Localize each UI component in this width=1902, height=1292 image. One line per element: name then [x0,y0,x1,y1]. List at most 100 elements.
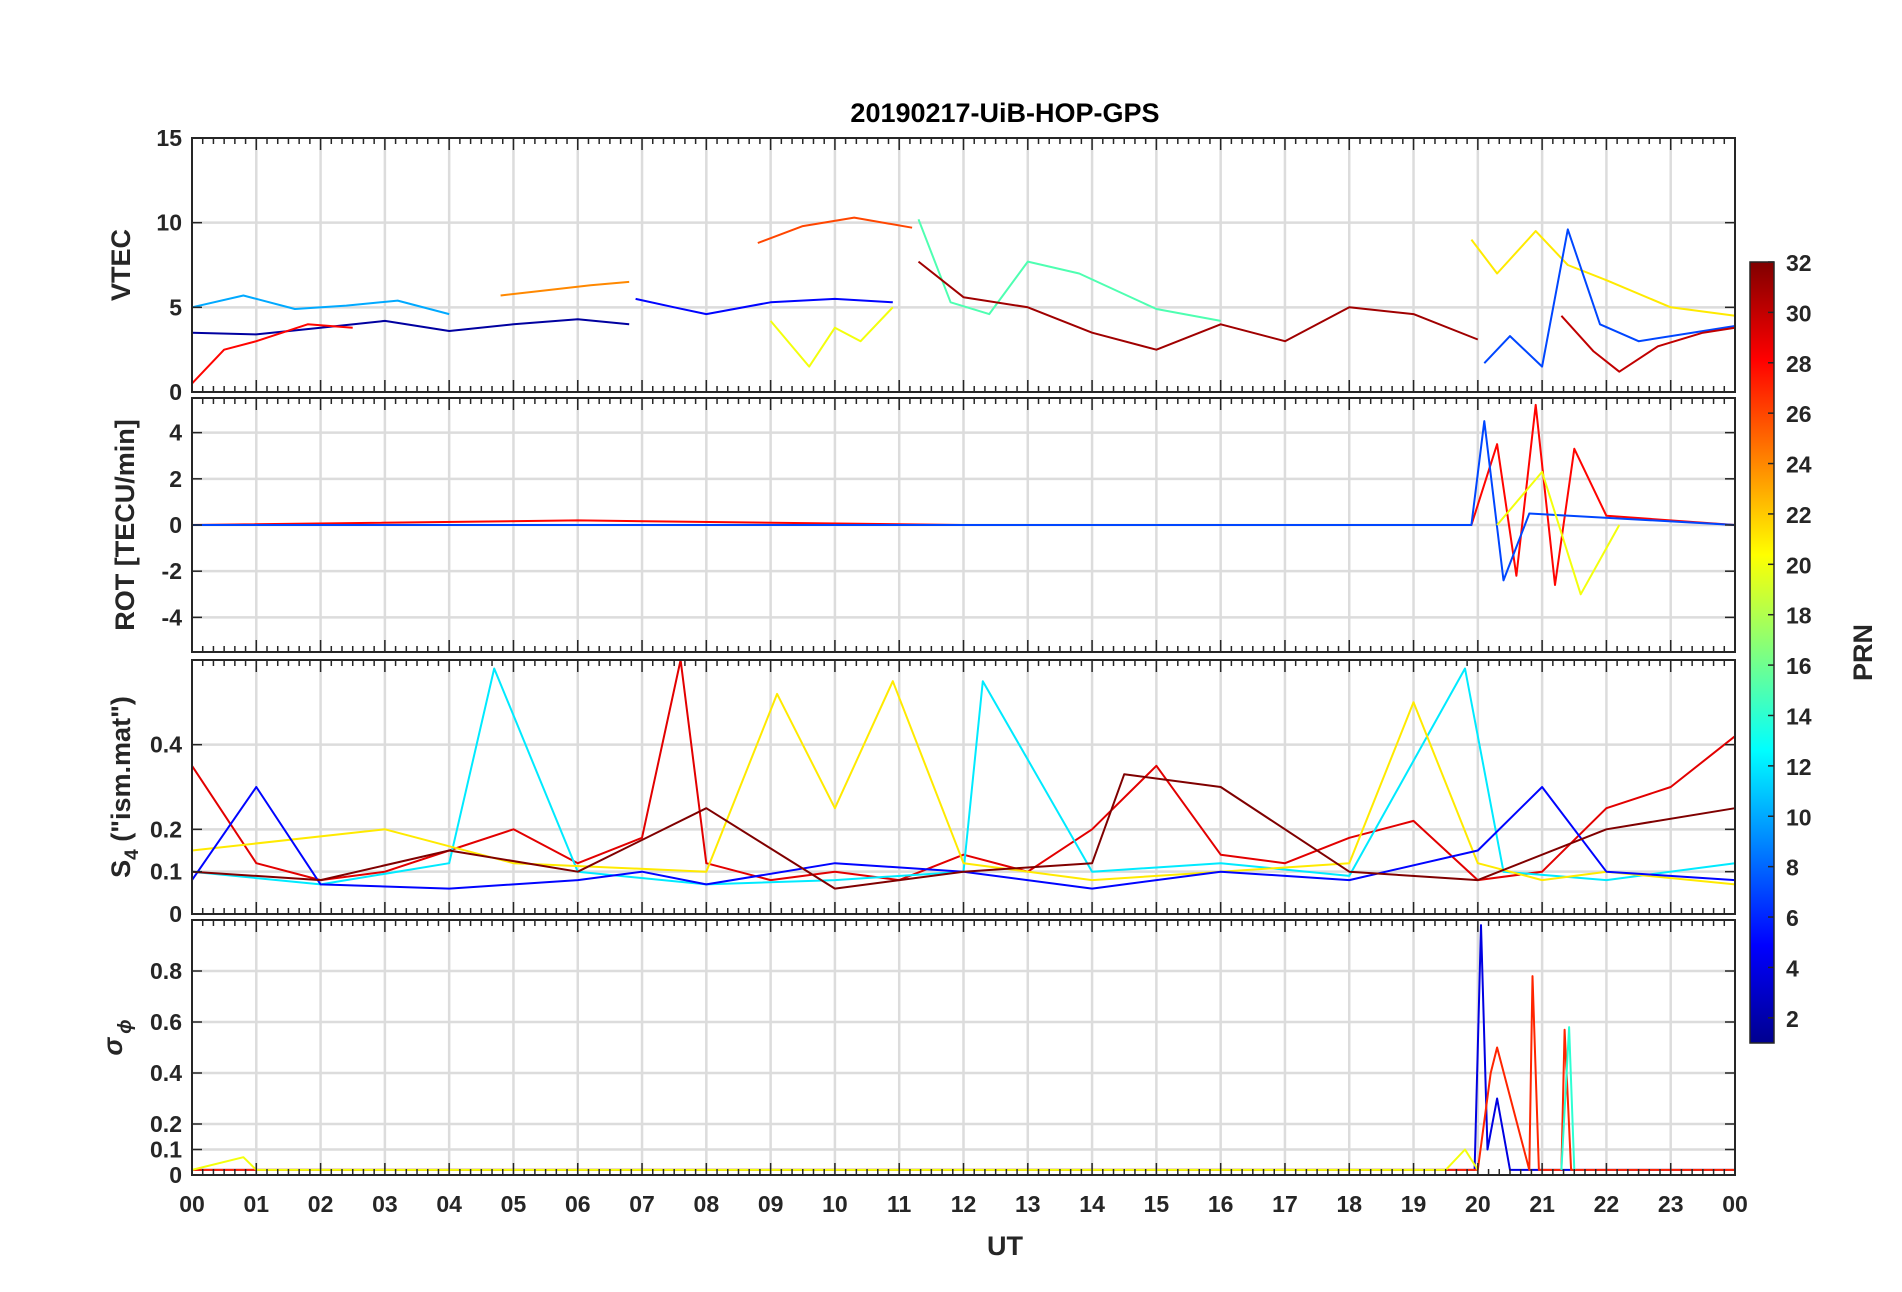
y-tick-label: 0 [169,379,182,405]
colorbar-tick-label: 26 [1786,401,1812,427]
x-tick-label: 15 [1144,1191,1170,1217]
y-tick-label: 0.4 [150,1060,182,1086]
y-axis-label-subscript: ϕ [115,1019,136,1033]
y-tick-label: -2 [162,558,182,584]
y-axis-label-rest: ("ism.mat") [106,696,136,849]
x-tick-label: 13 [1015,1191,1041,1217]
y-tick-label: 0.2 [150,1111,182,1137]
y-axis-label: ROT [TECU/min] [110,419,140,630]
x-tick-label: 00 [179,1191,205,1217]
panel-frame [191,659,1736,915]
series-prn-21 [191,680,1736,886]
series-prn-26 [757,216,913,244]
y-tick-label: -4 [162,604,183,630]
x-tick-label: 20 [1465,1191,1491,1217]
series-prn-2 [191,318,630,336]
x-tick-label: 18 [1336,1191,1362,1217]
y-tick-label: 15 [156,125,182,151]
x-axis: 00 01 02 03 04 05 06 07 08 09 10 11 12 13 14 15 16 17 18 19… [179,1191,1748,1217]
x-tick-label: 01 [243,1191,269,1217]
x-tick-label: 22 [1594,1191,1620,1217]
y-tick-label: 0 [169,1162,182,1188]
series-prn-12 [191,667,1736,886]
series-prn-5 [635,297,893,316]
y-tick-label: 0.2 [150,816,182,842]
x-tick-label: 10 [822,1191,848,1217]
x-tick-label: 14 [1079,1191,1105,1217]
colorbar-tick-label: 20 [1786,552,1812,578]
series-prn-20 [1496,470,1621,596]
panel-frame [191,397,1736,653]
x-tick-label: 07 [629,1191,655,1217]
x-tick-label: 06 [565,1191,591,1217]
colorbar-tick-label: 18 [1786,603,1812,629]
colorbar-tick-label: 30 [1786,300,1812,326]
y-tick-label: 0.8 [150,958,182,984]
colorbar-tick-label: 14 [1786,703,1812,729]
series-prn-20 [191,1148,1479,1171]
colorbar-label: PRN [1848,624,1878,681]
colorbar-tick-label: 24 [1786,452,1812,478]
x-tick-label: 12 [951,1191,977,1217]
series-prn-10 [191,294,450,316]
y-axis-label: VTEC [106,229,136,301]
chart-title: 20190217-UiB-HOP-GPS [850,98,1159,128]
panel-sigma_phi: 00.10.2 0.4 0.6 0.8 σϕ [98,919,1736,1188]
x-tick-label: 19 [1401,1191,1427,1217]
colorbar-tick-label: 32 [1786,250,1812,276]
y-tick-label: 0.1 [150,859,182,885]
series-prn-7 [1483,228,1736,368]
x-tick-label: 02 [308,1191,334,1217]
series-prn-29 [191,659,1736,882]
y-tick-label: 4 [169,420,182,446]
colorbar-tick-label: 10 [1786,804,1812,830]
y-tick-label: 2 [169,466,182,492]
colorbar-tick-label: 16 [1786,653,1812,679]
colorbar-tick-label: 2 [1786,1006,1799,1032]
x-tick-label: 00 [1722,1191,1748,1217]
y-tick-label: 0.1 [150,1137,182,1163]
colorbar-tick-label: 6 [1786,905,1799,931]
y-axis-label: σϕ [98,1019,136,1055]
x-tick-label: 23 [1658,1191,1684,1217]
series-prn-28 [191,403,1736,586]
colorbar-tick-label: 8 [1786,855,1799,881]
y-tick-label: 10 [156,210,182,236]
y-tick-label: 0.6 [150,1009,182,1035]
colorbar-tick-label: 12 [1786,754,1812,780]
x-tick-label: 21 [1529,1191,1555,1217]
x-tick-label: 16 [1208,1191,1234,1217]
y-axis-label-subscript: 4 [122,849,143,860]
panel-rot: -4 -2 0 2 4 ROT [TECU/min] [110,397,1736,653]
x-tick-label: 04 [436,1191,462,1217]
x-axis-label: UT [987,1231,1023,1261]
panel-frame [191,919,1736,1176]
x-tick-label: 17 [1272,1191,1298,1217]
series-prn-32 [191,773,1736,890]
series-prn-5 [191,786,1736,890]
x-tick-label: 03 [372,1191,398,1217]
y-tick-label: 0 [169,901,182,927]
series-prn-30 [1560,315,1736,373]
x-tick-label: 11 [887,1191,912,1217]
x-tick-label: 09 [758,1191,784,1217]
colorbar-gradient [1749,261,1775,1044]
panel-s4: 0 0.1 0.2 0.4 S4 ("ism.mat") [106,659,1736,927]
colorbar-tick-label: 28 [1786,351,1812,377]
x-tick-label: 08 [694,1191,720,1217]
panel-vtec: 0 5 10 15 VTEC [106,125,1736,405]
series-prn-24 [500,280,630,297]
colorbar-tick-label: 22 [1786,502,1812,528]
colorbar-tick-label: 4 [1786,955,1799,981]
series-prn-28 [191,323,353,385]
y-tick-label: 0.4 [150,732,182,758]
panel-frame [191,137,1736,393]
series-prn-7 [192,420,1736,582]
series-prn-31 [917,260,1479,351]
y-axis-label: S4 ("ism.mat") [106,696,143,878]
x-tick-label: 05 [501,1191,527,1217]
series-prn-21 [1470,230,1736,317]
series-prn-15 [917,218,1221,322]
